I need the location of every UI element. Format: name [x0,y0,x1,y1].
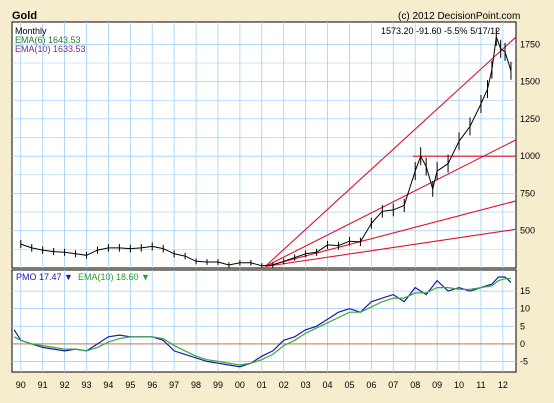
y-tick-label: 750 [520,188,535,198]
x-tick-label: 00 [235,380,245,390]
x-tick-label: 90 [16,380,26,390]
x-tick-label: 06 [366,380,376,390]
x-tick-label: 08 [410,380,420,390]
pmo-y-tick-label: 0 [520,339,525,349]
y-tick-label: 500 [520,226,535,236]
pmo-line [13,276,512,368]
x-tick-label: 96 [147,380,157,390]
x-tick-label: 05 [344,380,354,390]
pmo-y-tick-label: 10 [520,304,530,314]
trendline [264,36,517,267]
x-tick-label: 12 [498,380,508,390]
pmo-y-tick-label: -5 [520,356,528,366]
x-tick-label: 98 [191,380,201,390]
x-tick-label: 91 [38,380,48,390]
period-label: Monthly [15,26,47,36]
pmo-panel [11,269,517,373]
x-tick-label: 97 [169,380,179,390]
y-tick-label: 1500 [520,77,540,87]
x-tick-label: 99 [213,380,223,390]
pmo-ema-legend-value: EMA(10) 18.60 ▼ [77,272,150,282]
y-tick-label: 1250 [520,114,540,124]
y-tick-label: 1000 [520,151,540,161]
y-tick-label: 1750 [520,39,540,49]
ema10-legend: EMA(10) 1633.53 [15,44,86,54]
x-tick-label: 11 [476,380,485,390]
trendline [264,139,517,268]
x-tick-label: 03 [301,380,311,390]
x-tick-label: 95 [125,380,135,390]
trendline [265,228,517,268]
x-tick-label: 93 [81,380,91,390]
x-tick-label: 04 [323,380,333,390]
x-tick-label: 07 [388,380,398,390]
pmo-y-tick-label: 5 [520,321,525,331]
pmo-legend: PMO 17.47 ▼ EMA(10) 18.60 ▼ [16,272,150,282]
pmo-y-tick-label: 15 [520,286,530,296]
chart-title: Gold [12,10,38,22]
x-tick-label: 10 [454,380,464,390]
pmo-ema-line [13,277,512,366]
x-tick-label: 09 [432,380,442,390]
x-tick-label: 01 [257,380,267,390]
x-tick-label: 94 [103,380,113,390]
ema6-legend: EMA(6) 1643.53 [15,35,81,45]
trendline [264,200,517,268]
x-tick-label: 02 [279,380,289,390]
price-quote: 1573.20 -91.60 -5.5% 5/17/12 [381,26,501,36]
copyright-text: (c) 2012 DecisionPoint.com [398,11,521,22]
x-tick-label: 92 [60,380,70,390]
pmo-legend-value: PMO 17.47 ▼ [16,272,73,282]
